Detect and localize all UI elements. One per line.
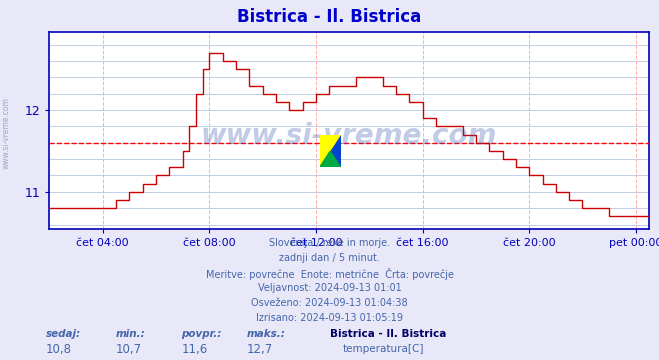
Text: temperatura[C]: temperatura[C] [343,344,424,354]
Text: zadnji dan / 5 minut.: zadnji dan / 5 minut. [279,253,380,263]
Text: www.si-vreme.com: www.si-vreme.com [201,122,498,150]
Text: sedaj:: sedaj: [46,329,81,339]
Text: 11,6: 11,6 [181,343,208,356]
Polygon shape [320,135,341,167]
Text: 10,7: 10,7 [115,343,142,356]
Text: www.si-vreme.com: www.si-vreme.com [2,97,11,169]
Text: Izrisano: 2024-09-13 01:05:19: Izrisano: 2024-09-13 01:05:19 [256,313,403,323]
Text: min.:: min.: [115,329,145,339]
Text: maks.:: maks.: [247,329,286,339]
Text: povpr.:: povpr.: [181,329,221,339]
Text: Meritve: povrečne  Enote: metrične  Črta: povrečje: Meritve: povrečne Enote: metrične Črta: … [206,268,453,280]
Text: Osveženo: 2024-09-13 01:04:38: Osveženo: 2024-09-13 01:04:38 [251,298,408,308]
Text: Bistrica - Il. Bistrica: Bistrica - Il. Bistrica [237,8,422,26]
Text: 10,8: 10,8 [46,343,72,356]
Text: 12,7: 12,7 [247,343,273,356]
Text: Veljavnost: 2024-09-13 01:01: Veljavnost: 2024-09-13 01:01 [258,283,401,293]
Text: Slovenija / reke in morje.: Slovenija / reke in morje. [269,238,390,248]
Polygon shape [320,135,341,167]
Text: Bistrica - Il. Bistrica: Bistrica - Il. Bistrica [330,329,446,339]
Polygon shape [320,151,341,167]
